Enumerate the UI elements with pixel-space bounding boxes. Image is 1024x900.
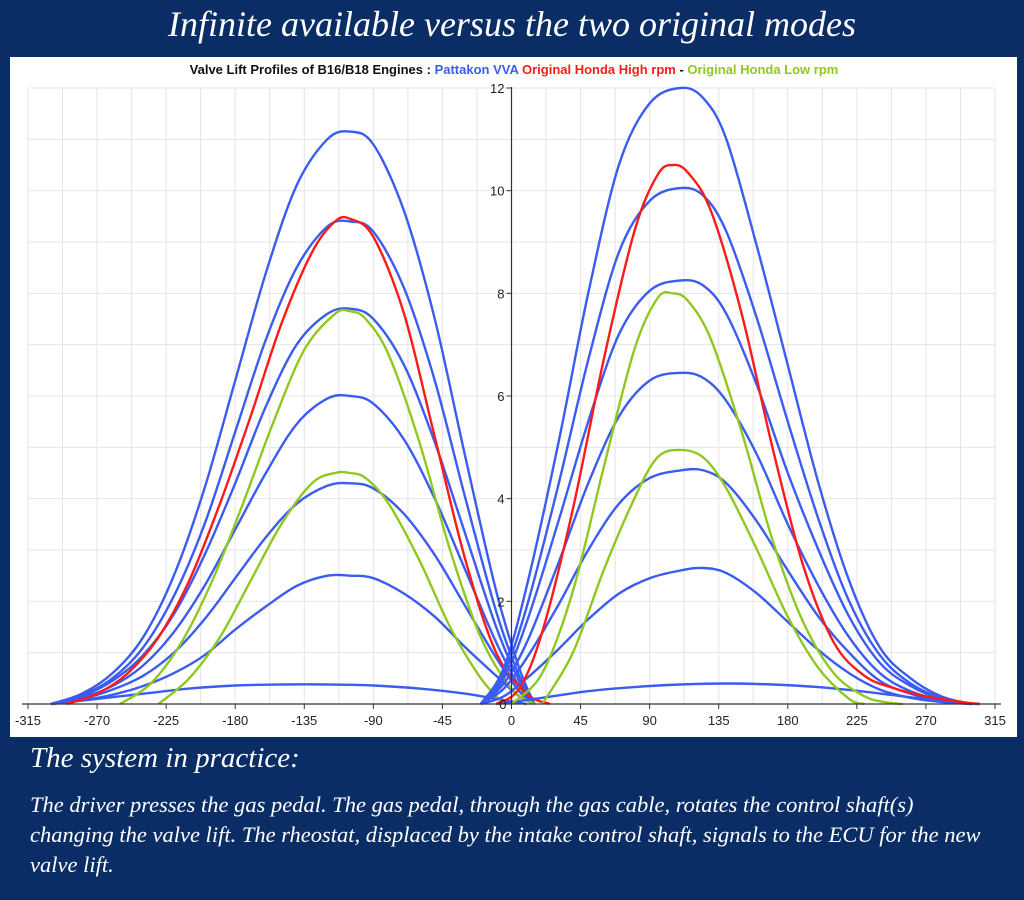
x-tick-label: 45	[573, 713, 587, 728]
valve-lift-chart: Valve Lift Profiles of B16/B18 Engines :…	[15, 62, 1006, 728]
series-layer	[50, 86, 980, 706]
chart-title-part: Original Honda Low rpm	[687, 62, 838, 77]
y-tick-label: 6	[497, 389, 504, 404]
x-tick-label: 135	[708, 713, 730, 728]
x-tick-label: -180	[222, 713, 248, 728]
pattakon-exhaust-curve	[50, 481, 536, 706]
x-tick-label: 225	[846, 713, 868, 728]
pattakon-exhaust-curve	[50, 219, 536, 706]
chart-title-part: -	[676, 62, 688, 77]
x-tick-label: -45	[433, 713, 452, 728]
pattakon-exhaust-curve	[50, 393, 536, 706]
pattakon-exhaust-curve	[50, 573, 536, 706]
chart-title: Valve Lift Profiles of B16/B18 Engines :…	[190, 62, 839, 77]
y-tick-label: 8	[497, 286, 504, 301]
x-tick-label: 270	[915, 713, 937, 728]
body-paragraph: The driver presses the gas pedal. The ga…	[30, 792, 981, 877]
chart-title-part: Pattakon VVA	[435, 62, 520, 77]
pattakon-intake-curve	[479, 86, 973, 706]
honda_low-intake-curve	[541, 448, 865, 706]
axis-layer: -315 -270 -225 -180 -135 -90 -45 0 45 90 135 180 225…	[15, 81, 1006, 728]
pattakon-intake-curve	[496, 682, 980, 706]
pattakon-exhaust-curve	[50, 307, 536, 706]
x-tick-label: -315	[15, 713, 41, 728]
chart-panel: Valve Lift Profiles of B16/B18 Engines :…	[10, 57, 1017, 737]
x-tick-label: 90	[642, 713, 656, 728]
chart-title-part: Original Honda High rpm	[522, 62, 676, 77]
chart-title-part: Valve Lift Profiles of B16/B18 Engines :	[190, 62, 435, 77]
pattakon-intake-curve	[479, 278, 973, 706]
x-tick-label: -225	[153, 713, 179, 728]
x-tick-label: -90	[364, 713, 383, 728]
y-tick-label: 0	[499, 697, 506, 712]
pattakon-intake-curve	[480, 371, 973, 706]
section-heading: The system in practice:	[30, 742, 300, 774]
x-tick-label: 0	[508, 713, 515, 728]
pattakon-intake-curve	[480, 566, 973, 706]
pattakon-intake-curve	[480, 467, 973, 706]
x-tick-label: 180	[777, 713, 799, 728]
pattakon-exhaust-curve	[50, 130, 536, 706]
x-tick-label: -270	[84, 713, 110, 728]
honda_low-intake-curve	[510, 291, 904, 706]
y-tick-label: 12	[490, 81, 504, 96]
honda_high-exhaust-curve	[66, 215, 551, 706]
y-tick-label: 2	[497, 594, 504, 609]
slide-title: Infinite available versus the two origin…	[168, 4, 856, 44]
pattakon-exhaust-curve	[50, 683, 527, 706]
y-tick-label: 4	[497, 492, 504, 507]
y-tick-label: 10	[490, 184, 504, 199]
pattakon-intake-curve	[479, 186, 973, 706]
x-tick-label: -135	[291, 713, 317, 728]
honda_high-intake-curve	[495, 163, 980, 706]
honda_low-exhaust-curve	[119, 308, 536, 706]
x-tick-label: 315	[984, 713, 1006, 728]
honda_low-exhaust-curve	[157, 470, 505, 705]
